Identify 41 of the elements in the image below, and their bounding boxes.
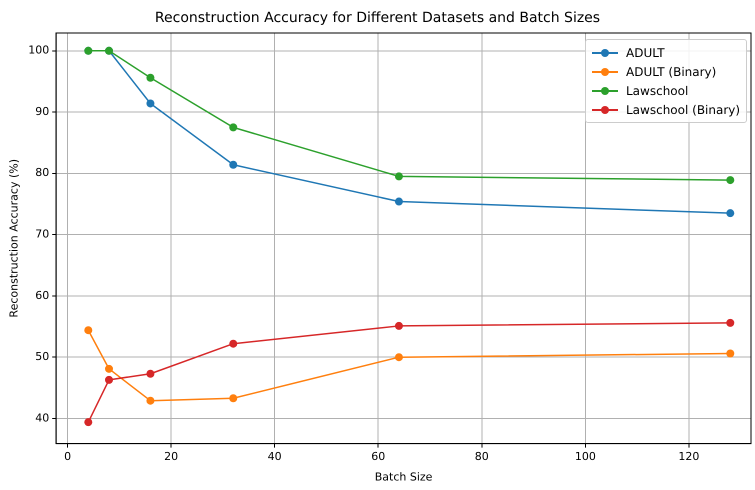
point bbox=[105, 376, 114, 384]
x-tick-label: 80 bbox=[474, 450, 489, 464]
y-tick-label: 80 bbox=[35, 166, 50, 180]
point bbox=[84, 418, 92, 426]
point bbox=[146, 99, 154, 108]
x-tick-label: 40 bbox=[268, 450, 282, 464]
y-tick-label: 40 bbox=[35, 411, 50, 424]
point bbox=[146, 396, 154, 405]
point bbox=[394, 322, 403, 330]
legend-label: Lawschool bbox=[626, 84, 688, 98]
point bbox=[229, 394, 238, 402]
point bbox=[84, 326, 92, 334]
legend-label: Lawschool (Binary) bbox=[626, 102, 740, 116]
point bbox=[726, 209, 734, 218]
point bbox=[229, 340, 238, 348]
point bbox=[394, 198, 403, 206]
x-tick-label: 0 bbox=[64, 450, 72, 464]
legend-label: ADULT bbox=[626, 46, 665, 60]
x-tick-label: 100 bbox=[574, 450, 596, 464]
x-axis-title: Batch Size bbox=[374, 470, 433, 484]
y-tick-label: 50 bbox=[35, 350, 50, 364]
y-tick-label: 90 bbox=[35, 104, 50, 118]
point bbox=[146, 370, 154, 378]
point bbox=[726, 176, 734, 184]
point bbox=[394, 353, 403, 362]
point bbox=[229, 123, 238, 132]
point bbox=[726, 318, 734, 327]
chart-title: Reconstruction Accuracy for Different Datasets and Batch Sizes bbox=[154, 10, 602, 26]
point bbox=[726, 350, 734, 358]
point bbox=[146, 74, 154, 82]
y-tick-label: 70 bbox=[35, 227, 50, 240]
y-axis-title: Reconstruction Accuracy (%) bbox=[7, 159, 20, 318]
point bbox=[394, 172, 403, 180]
y-tick-label: 60 bbox=[35, 288, 50, 302]
x-tick-label: 60 bbox=[371, 450, 386, 464]
legend-label: ADULT (Binary) bbox=[626, 64, 716, 78]
y-tick-label: 100 bbox=[28, 44, 50, 57]
x-tick-label: 120 bbox=[678, 450, 700, 464]
point bbox=[105, 364, 114, 373]
point bbox=[229, 160, 238, 169]
x-tick-label: 20 bbox=[164, 450, 178, 464]
